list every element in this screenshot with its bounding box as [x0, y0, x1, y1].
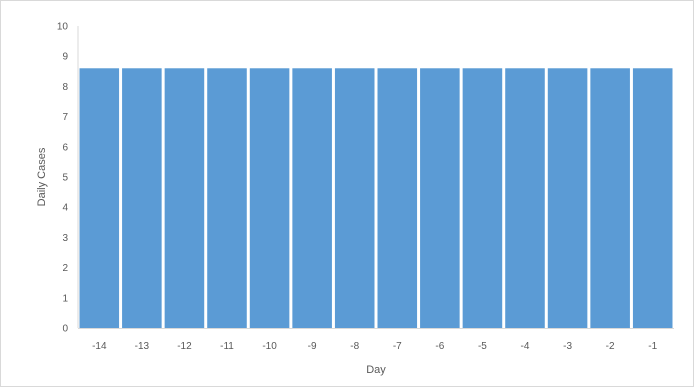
bar--6	[420, 68, 460, 328]
bar--8	[334, 68, 375, 328]
bar--14	[79, 68, 120, 328]
y-axis-title: Daily Cases	[36, 147, 48, 206]
x-axis-title: Day	[366, 364, 386, 376]
bar--10	[249, 68, 290, 328]
bar--5	[462, 68, 503, 328]
bar--13	[122, 68, 162, 328]
x-tick-label: -1	[648, 341, 657, 352]
y-tick-label: 4	[62, 203, 68, 214]
bar--3	[547, 68, 588, 328]
bar--11	[207, 68, 247, 328]
x-tick-label: -14	[92, 341, 107, 352]
x-tick-label: -6	[435, 341, 444, 352]
y-tick-label: 0	[62, 324, 68, 335]
y-tick-label: 8	[62, 82, 68, 93]
axes-layer	[77, 26, 674, 329]
x-tick-label: -12	[177, 341, 192, 352]
bar--4	[505, 68, 545, 328]
y-tick-labels: 0 1 2 3 4 5 6 7 8 9 10	[57, 22, 69, 335]
x-tick-label: -5	[478, 341, 487, 352]
y-tick-label: 7	[62, 112, 68, 123]
bar--12	[164, 68, 205, 328]
bar--7	[377, 68, 418, 328]
x-tick-label: -11	[220, 341, 234, 352]
y-tick-label: 9	[62, 52, 68, 63]
x-tick-label: -2	[606, 341, 615, 352]
x-tick-label: -3	[563, 341, 572, 352]
x-tick-label: -10	[262, 341, 277, 352]
x-tick-label: -7	[393, 341, 402, 352]
x-tick-label: -8	[350, 341, 359, 352]
x-tick-label: -13	[135, 341, 150, 352]
y-tick-label: 1	[62, 293, 68, 304]
y-tick-label: 3	[62, 233, 68, 244]
x-tick-labels: -14 -13 -12 -11 -10 -9 -8 -7 -6 -5 -4 -3 -2 -1	[92, 341, 658, 352]
y-tick-label: 10	[57, 22, 69, 33]
bars-layer	[79, 68, 673, 328]
x-tick-label: -4	[521, 341, 530, 352]
bar--2	[590, 68, 630, 328]
bar--1	[632, 68, 673, 328]
y-tick-label: 5	[62, 173, 68, 184]
x-tick-label: -9	[308, 341, 317, 352]
y-tick-label: 2	[62, 263, 68, 274]
y-tick-label: 6	[62, 142, 68, 153]
bar--9	[292, 68, 332, 328]
